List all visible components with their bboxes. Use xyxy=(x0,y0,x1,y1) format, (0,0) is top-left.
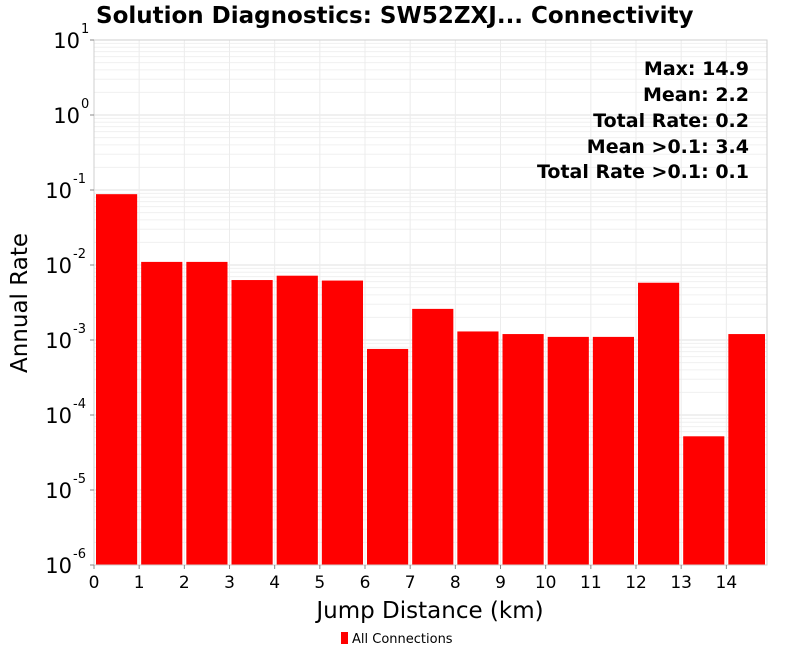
x-tick-label: 6 xyxy=(360,573,371,593)
x-tick-label: 11 xyxy=(580,573,602,593)
stat-total-rate: Total Rate: 0.2 xyxy=(593,110,749,132)
x-tick-label: 10 xyxy=(535,573,557,593)
bar-14 xyxy=(728,334,765,565)
x-tick-label: 8 xyxy=(450,573,461,593)
x-axis-label: Jump Distance (km) xyxy=(314,598,543,624)
stat-mean: Mean: 2.2 xyxy=(643,84,749,106)
stat-mean-above: Mean >0.1: 3.4 xyxy=(587,136,749,158)
y-tick-label: 10 xyxy=(45,554,72,578)
legend-label: All Connections xyxy=(352,632,453,647)
x-tick-label: 1 xyxy=(134,573,145,593)
chart-title: Solution Diagnostics: SW52ZXJ... Connect… xyxy=(96,3,693,29)
legend: All Connections xyxy=(341,632,453,647)
y-tick-label: 10 xyxy=(45,179,72,203)
y-tick-exponent: -4 xyxy=(73,397,86,412)
x-tick-label: 3 xyxy=(224,573,235,593)
x-tick-label: 14 xyxy=(716,573,738,593)
stat-total-rate-above: Total Rate >0.1: 0.1 xyxy=(537,161,749,183)
bar-2 xyxy=(186,261,228,565)
y-tick-exponent: -5 xyxy=(73,472,86,487)
x-tick-label: 0 xyxy=(89,573,100,593)
bar-9 xyxy=(502,334,544,565)
bar-6 xyxy=(367,348,409,565)
y-tick-exponent: -3 xyxy=(73,322,86,337)
y-tick-exponent: 1 xyxy=(81,22,89,37)
bars xyxy=(96,194,765,565)
x-tick-label: 7 xyxy=(405,573,416,593)
stat-max: Max: 14.9 xyxy=(644,58,749,80)
bar-10 xyxy=(547,336,589,565)
x-tick-label: 5 xyxy=(314,573,325,593)
y-tick-exponent: -6 xyxy=(73,547,86,562)
bar-3 xyxy=(231,280,273,565)
bar-4 xyxy=(276,275,318,565)
bar-12 xyxy=(638,282,680,565)
y-tick-exponent: -2 xyxy=(73,247,86,262)
x-axis-ticks: 0 1 2 3 4 5 6 7 8 9 10 11 12 13 14 xyxy=(89,565,738,593)
y-axis-label: Annual Rate xyxy=(7,233,33,373)
stats-annotation: Max: 14.9 Mean: 2.2 Total Rate: 0.2 Mean… xyxy=(537,58,749,183)
bar-1 xyxy=(141,261,183,565)
legend-swatch xyxy=(341,632,348,644)
bar-13 xyxy=(683,436,725,565)
y-tick-label: 10 xyxy=(45,254,72,278)
x-tick-label: 4 xyxy=(269,573,280,593)
bar-8 xyxy=(457,331,499,565)
y-tick-label: 10 xyxy=(53,29,80,53)
plot-frame xyxy=(93,39,768,566)
y-tick-label: 10 xyxy=(53,104,80,128)
x-tick-label: 13 xyxy=(670,573,692,593)
bar-11 xyxy=(592,336,635,565)
y-tick-exponent: 0 xyxy=(81,97,89,112)
bar-7 xyxy=(412,308,454,565)
bar-5 xyxy=(321,280,364,565)
x-tick-label: 2 xyxy=(179,573,190,593)
y-tick-label: 10 xyxy=(45,329,72,353)
x-tick-label: 12 xyxy=(625,573,647,593)
y-tick-label: 10 xyxy=(45,479,72,503)
bar-0 xyxy=(96,194,138,565)
y-tick-label: 10 xyxy=(45,404,72,428)
x-tick-label: 9 xyxy=(495,573,506,593)
y-tick-exponent: -1 xyxy=(73,172,86,187)
